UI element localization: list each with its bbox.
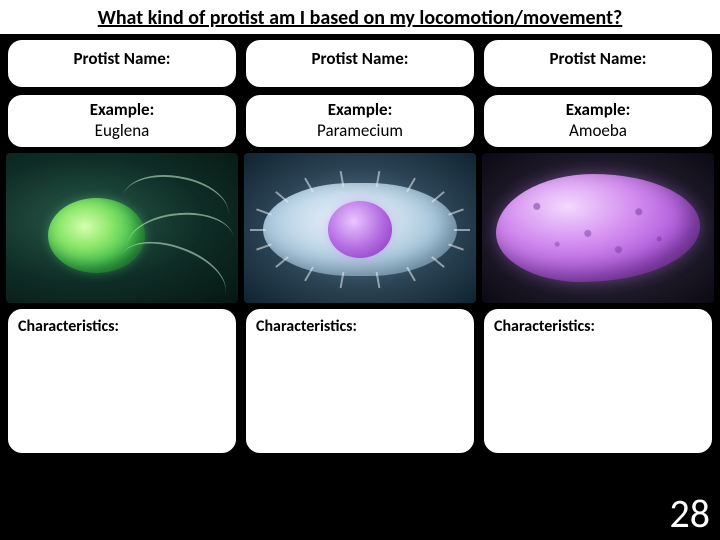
protist-name-label: Protist Name: [490,48,706,69]
amoeba-illustration [482,153,714,303]
example-value: Paramecium [252,120,468,141]
characteristics-label: Characteristics: [494,317,702,336]
protist-image-euglena [6,153,238,303]
example-box: Example: Amoeba [482,93,714,149]
page-title: What kind of protist am I based on my lo… [0,0,720,34]
protist-image-paramecium [244,153,476,303]
example-label: Example: [14,99,230,120]
protist-name-box: Protist Name: [482,38,714,89]
protist-column: Protist Name: Example: Paramecium Charac… [244,38,476,455]
protist-image-amoeba [482,153,714,303]
example-box: Example: Euglena [6,93,238,149]
protist-column: Protist Name: Example: Amoeba Characteri… [482,38,714,455]
characteristics-label: Characteristics: [18,317,226,336]
protist-name-label: Protist Name: [252,48,468,69]
example-label: Example: [490,99,706,120]
characteristics-box: Characteristics: [482,307,714,455]
example-value: Euglena [14,120,230,141]
example-label: Example: [252,99,468,120]
paramecium-illustration [244,153,476,303]
characteristics-box: Characteristics: [6,307,238,455]
protist-column: Protist Name: Example: Euglena Character… [6,38,238,455]
protist-name-box: Protist Name: [6,38,238,89]
protist-name-label: Protist Name: [14,48,230,69]
protist-grid: Protist Name: Example: Euglena Character… [0,34,720,455]
characteristics-label: Characteristics: [256,317,464,336]
page-number: 28 [669,489,710,538]
euglena-illustration [6,153,238,303]
example-value: Amoeba [490,120,706,141]
example-box: Example: Paramecium [244,93,476,149]
protist-name-box: Protist Name: [244,38,476,89]
characteristics-box: Characteristics: [244,307,476,455]
